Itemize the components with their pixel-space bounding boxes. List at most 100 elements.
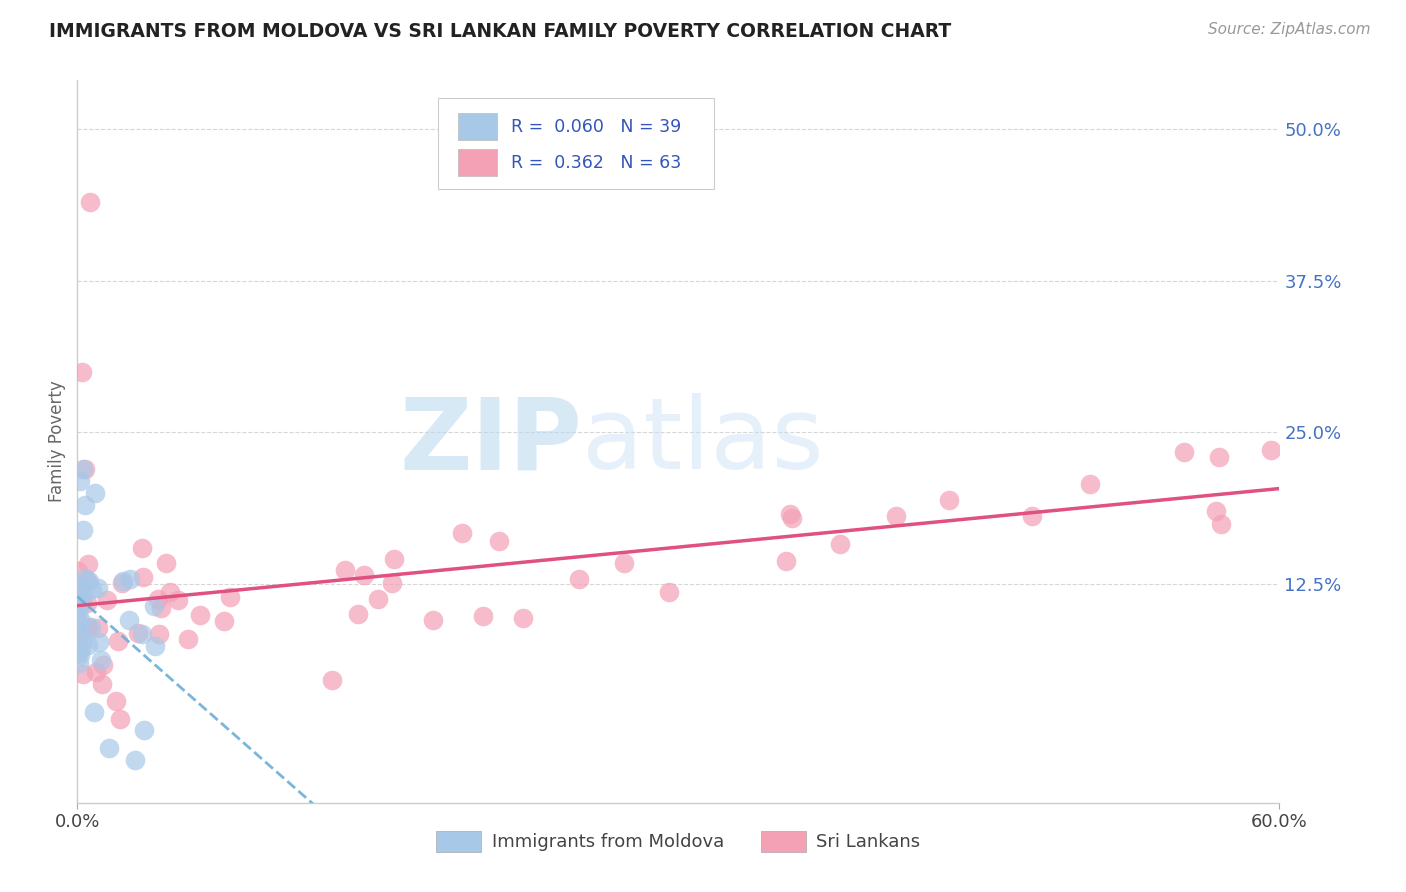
- Point: [73, 462, 96, 476]
- Point: [775, 553, 797, 567]
- Point: [79, 194, 101, 209]
- Point: [131, 541, 153, 556]
- Point: [69, 641, 91, 656]
- Point: [67, 656, 90, 670]
- Point: [72, 462, 94, 476]
- Point: [471, 608, 494, 623]
- Point: [104, 693, 127, 707]
- Point: [143, 639, 166, 653]
- Point: [76, 596, 98, 610]
- Point: [67, 596, 90, 610]
- Point: [93, 658, 115, 673]
- Point: [66, 564, 89, 578]
- Point: [347, 607, 370, 621]
- Text: IMMIGRANTS FROM MOLDOVA VS SRI LANKAN FAMILY POVERTY CORRELATION CHART: IMMIGRANTS FROM MOLDOVA VS SRI LANKAN FA…: [49, 22, 952, 41]
- Text: atlas: atlas: [582, 393, 824, 490]
- Point: [77, 620, 100, 634]
- Point: [128, 626, 150, 640]
- Point: [79, 620, 101, 634]
- Point: [72, 667, 94, 681]
- Point: [219, 590, 242, 604]
- Point: [84, 665, 107, 679]
- Point: [830, 537, 852, 551]
- Point: [67, 624, 90, 638]
- Point: [69, 474, 91, 488]
- Point: [110, 712, 132, 726]
- Point: [568, 572, 591, 586]
- Point: [112, 574, 135, 589]
- Point: [779, 507, 801, 521]
- Text: R =  0.060   N = 39: R = 0.060 N = 39: [512, 118, 682, 136]
- Point: [75, 498, 97, 512]
- Point: [155, 556, 177, 570]
- Point: [67, 638, 90, 652]
- Point: [77, 558, 100, 572]
- Point: [67, 629, 90, 643]
- Point: [107, 634, 129, 648]
- Point: [132, 723, 155, 737]
- Point: [131, 626, 153, 640]
- Point: [118, 613, 141, 627]
- Point: [1205, 503, 1227, 517]
- Point: [367, 592, 389, 607]
- Point: [72, 365, 94, 379]
- Point: [76, 574, 98, 588]
- Point: [159, 585, 181, 599]
- Point: [150, 601, 173, 615]
- Point: [96, 592, 118, 607]
- Point: [111, 575, 134, 590]
- Point: [166, 593, 188, 607]
- Point: [90, 653, 112, 667]
- Point: [188, 607, 211, 622]
- Point: [73, 571, 96, 585]
- Point: [382, 552, 405, 566]
- Point: [780, 510, 803, 524]
- Text: ZIP: ZIP: [399, 393, 582, 490]
- Point: [450, 526, 472, 541]
- Point: [66, 646, 89, 660]
- Point: [177, 632, 200, 646]
- Point: [132, 570, 155, 584]
- Point: [97, 741, 120, 756]
- Point: [70, 634, 93, 648]
- Point: [658, 585, 681, 599]
- Point: [118, 572, 141, 586]
- Point: [488, 534, 510, 549]
- Point: [84, 486, 107, 500]
- Point: [512, 611, 534, 625]
- Point: [422, 613, 444, 627]
- Point: [1173, 444, 1195, 458]
- Point: [1260, 442, 1282, 457]
- Point: [67, 584, 90, 599]
- Point: [353, 567, 375, 582]
- Point: [89, 635, 111, 649]
- Text: R =  0.362   N = 63: R = 0.362 N = 63: [512, 153, 682, 171]
- Y-axis label: Family Poverty: Family Poverty: [48, 381, 66, 502]
- Legend: Immigrants from Moldova, Sri Lankans: Immigrants from Moldova, Sri Lankans: [429, 823, 928, 859]
- Point: [67, 615, 90, 629]
- Point: [66, 601, 89, 615]
- FancyBboxPatch shape: [458, 149, 496, 177]
- Point: [83, 705, 105, 719]
- Point: [77, 638, 100, 652]
- Point: [67, 603, 90, 617]
- Point: [80, 582, 103, 597]
- Point: [613, 557, 636, 571]
- Point: [69, 648, 91, 663]
- Point: [72, 590, 94, 604]
- Point: [146, 592, 169, 607]
- Point: [70, 594, 93, 608]
- Point: [142, 599, 165, 613]
- Point: [79, 574, 101, 589]
- Point: [381, 575, 404, 590]
- Point: [87, 581, 110, 595]
- Point: [148, 627, 170, 641]
- Text: Source: ZipAtlas.com: Source: ZipAtlas.com: [1208, 22, 1371, 37]
- Point: [212, 614, 235, 628]
- Point: [938, 493, 960, 508]
- Point: [67, 590, 90, 604]
- Point: [90, 677, 112, 691]
- Point: [72, 523, 94, 537]
- Point: [1208, 450, 1230, 464]
- Point: [1078, 476, 1101, 491]
